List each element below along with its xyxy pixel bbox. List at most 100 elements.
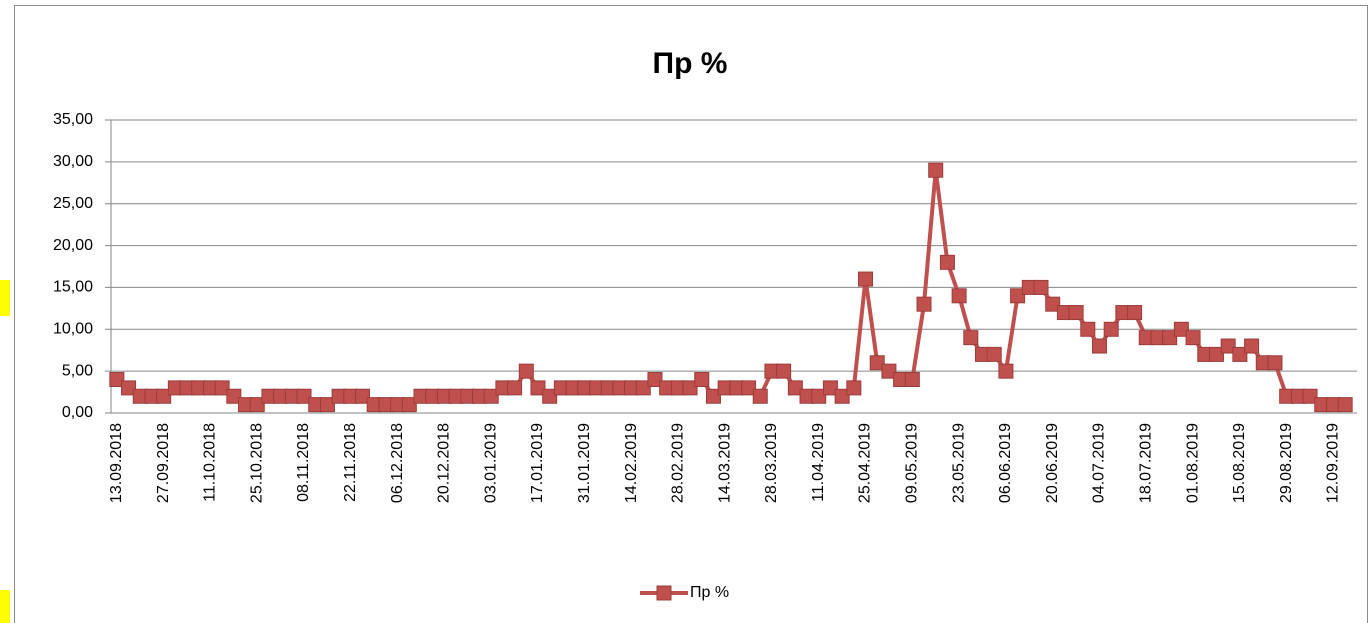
y-tick-label: 10,00 <box>53 321 93 338</box>
marker <box>1103 321 1119 337</box>
marker <box>483 388 499 404</box>
x-tick-label: 13.09.2018 <box>108 423 125 503</box>
x-tick-label: 23.05.2019 <box>950 423 967 503</box>
marker <box>1337 397 1353 413</box>
marker <box>869 355 885 371</box>
marker <box>846 380 862 396</box>
marker <box>928 162 944 178</box>
highlight <box>0 590 10 623</box>
x-tick-label: 29.08.2019 <box>1278 423 1295 503</box>
marker <box>1080 321 1096 337</box>
marker <box>507 380 523 396</box>
marker <box>635 380 651 396</box>
marker <box>787 380 803 396</box>
marker <box>319 397 335 413</box>
marker <box>811 388 827 404</box>
marker <box>1033 279 1049 295</box>
legend-label: Пр % <box>690 584 729 601</box>
marker <box>1267 355 1283 371</box>
marker <box>1302 388 1318 404</box>
marker <box>1091 338 1107 354</box>
x-tick-label: 22.11.2018 <box>342 423 359 502</box>
y-tick-label: 15,00 <box>53 279 93 296</box>
x-tick-label: 03.01.2019 <box>482 423 499 503</box>
marker <box>939 254 955 270</box>
x-tick-label: 20.06.2019 <box>1044 423 1061 503</box>
marker <box>109 372 125 388</box>
marker <box>904 372 920 388</box>
highlight <box>0 280 10 316</box>
marker <box>963 330 979 346</box>
marker <box>1185 330 1201 346</box>
x-tick-label: 28.03.2019 <box>763 423 780 503</box>
marker <box>249 397 265 413</box>
x-tick-label: 31.01.2019 <box>576 423 593 503</box>
x-tick-label: 09.05.2019 <box>904 423 921 503</box>
marker <box>156 388 172 404</box>
marker <box>986 346 1002 362</box>
marker <box>530 380 546 396</box>
marker <box>647 372 663 388</box>
chart-title: Пр % <box>653 47 728 80</box>
marker <box>752 388 768 404</box>
marker <box>858 271 874 287</box>
marker <box>226 388 242 404</box>
x-tick-label: 25.10.2018 <box>248 423 265 503</box>
marker <box>1162 330 1178 346</box>
y-tick-label: 30,00 <box>53 153 93 170</box>
marker <box>1010 288 1026 304</box>
marker <box>776 363 792 379</box>
x-tick-label: 17.01.2019 <box>529 423 546 503</box>
marker <box>1068 305 1084 321</box>
marker <box>741 380 757 396</box>
marker <box>682 380 698 396</box>
x-tick-label: 06.12.2018 <box>389 423 406 503</box>
marker <box>1173 321 1189 337</box>
y-tick-label: 5,00 <box>62 362 93 379</box>
legend-marker <box>656 585 672 601</box>
marker <box>881 363 897 379</box>
marker <box>916 296 932 312</box>
marker <box>355 388 371 404</box>
marker <box>1232 346 1248 362</box>
x-tick-label: 15.08.2019 <box>1231 423 1248 503</box>
x-tick-label: 25.04.2019 <box>857 423 874 503</box>
x-tick-label: 14.03.2019 <box>716 423 733 503</box>
x-tick-label: 01.08.2019 <box>1184 423 1201 503</box>
marker <box>1244 338 1260 354</box>
x-tick-label: 11.10.2018 <box>202 423 219 502</box>
y-tick-label: 35,00 <box>53 111 93 128</box>
x-tick-label: 06.06.2019 <box>997 423 1014 503</box>
marker <box>951 288 967 304</box>
x-tick-label: 27.09.2018 <box>155 423 172 503</box>
marker <box>518 363 534 379</box>
marker <box>705 388 721 404</box>
marker <box>998 363 1014 379</box>
x-tick-label: 12.09.2019 <box>1325 423 1342 503</box>
marker <box>121 380 137 396</box>
x-tick-label: 08.11.2018 <box>295 423 312 502</box>
marker <box>542 388 558 404</box>
y-tick-label: 25,00 <box>53 195 93 212</box>
x-tick-label: 28.02.2019 <box>670 423 687 503</box>
x-tick-label: 20.12.2018 <box>436 423 453 503</box>
marker <box>822 380 838 396</box>
x-tick-label: 14.02.2019 <box>623 423 640 503</box>
marker <box>1045 296 1061 312</box>
y-tick-label: 20,00 <box>53 237 93 254</box>
chart-border <box>14 5 1368 623</box>
marker <box>214 380 230 396</box>
marker <box>694 372 710 388</box>
marker <box>1127 305 1143 321</box>
marker <box>1208 346 1224 362</box>
marker <box>296 388 312 404</box>
marker <box>401 397 417 413</box>
x-tick-label: 11.04.2019 <box>810 423 827 502</box>
x-tick-label: 18.07.2019 <box>1138 423 1155 503</box>
x-tick-label: 04.07.2019 <box>1091 423 1108 503</box>
marker <box>834 388 850 404</box>
marker <box>1220 338 1236 354</box>
y-tick-label: 0,00 <box>62 404 93 421</box>
